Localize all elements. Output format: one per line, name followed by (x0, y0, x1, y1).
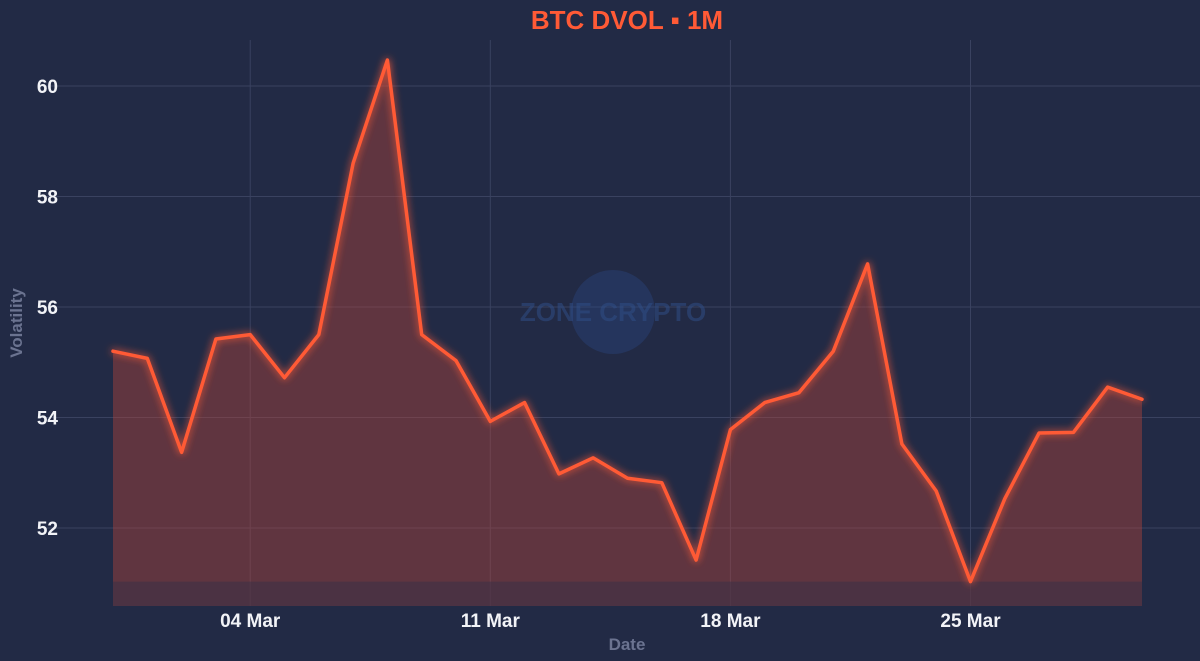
data-point-20-Mar (797, 391, 801, 395)
data-point-16-Mar (660, 481, 664, 485)
data-point-13-Mar (557, 472, 561, 476)
data-point-26-Mar (1003, 497, 1007, 501)
x-tick-label-1: 11 Mar (461, 611, 521, 632)
x-tick-label-3: 25 Mar (940, 611, 1001, 632)
grid (40, 40, 1200, 606)
y-tick-label-1: 54 (37, 409, 59, 430)
data-point-07-Mar (351, 161, 355, 165)
data-point-17-Mar (694, 558, 698, 562)
watermark-text: ZONE CRYPTO (520, 297, 706, 327)
data-point-12-Mar (523, 401, 527, 405)
data-point-27-Mar (1037, 431, 1041, 435)
data-point-30-Mar (1140, 397, 1144, 401)
x-tick-label-2: 18 Mar (700, 611, 761, 632)
x-axis-ticks: 04 Mar 11 Mar 18 Mar 25 Mar (220, 611, 1001, 632)
data-point-04-Mar (248, 333, 252, 337)
chart-title: BTC DVOL ▪ 1M (531, 5, 723, 35)
data-point-29-Mar (1106, 385, 1110, 389)
watermark-logo: ZONE CRYPTO (520, 270, 706, 354)
line-series (111, 58, 1144, 584)
data-point-19-Mar (763, 401, 767, 405)
data-point-11-Mar (488, 419, 492, 423)
data-point-05-Mar (283, 376, 287, 380)
x-axis-label: Date (609, 635, 646, 654)
data-point-06-Mar (317, 333, 321, 337)
data-point-02-Mar (180, 450, 184, 454)
data-point-25-Mar (969, 580, 973, 584)
data-point-09-Mar (420, 333, 424, 337)
data-point-08-Mar (385, 58, 389, 62)
data-point-10-Mar (454, 359, 458, 363)
area-base-band (113, 581, 1142, 606)
y-tick-label-0: 52 (37, 519, 58, 540)
series-line (111, 58, 1144, 584)
area-series (113, 60, 1142, 607)
data-point-24-Mar (934, 489, 938, 493)
data-point-21-Mar (831, 349, 835, 353)
y-tick-label-4: 60 (37, 77, 58, 98)
y-tick-label-3: 58 (37, 188, 58, 209)
data-point-14-Mar (591, 456, 595, 460)
y-axis-ticks: 52 54 56 58 60 (37, 77, 59, 540)
data-point-29-Feb (111, 349, 115, 353)
data-point-15-Mar (626, 476, 630, 480)
y-tick-label-2: 56 (37, 298, 58, 319)
watermark-globe-icon (571, 270, 655, 354)
x-tick-label-0: 04 Mar (220, 611, 281, 632)
y-axis-label: Volatility (7, 288, 26, 358)
data-point-23-Mar (900, 442, 904, 446)
data-point-28-Mar (1071, 430, 1075, 434)
data-point-22-Mar (866, 262, 870, 266)
area-fill (113, 60, 1142, 607)
data-point-03-Mar (214, 337, 218, 341)
data-point-01-Mar (145, 356, 149, 360)
data-point-18-Mar (728, 428, 732, 432)
